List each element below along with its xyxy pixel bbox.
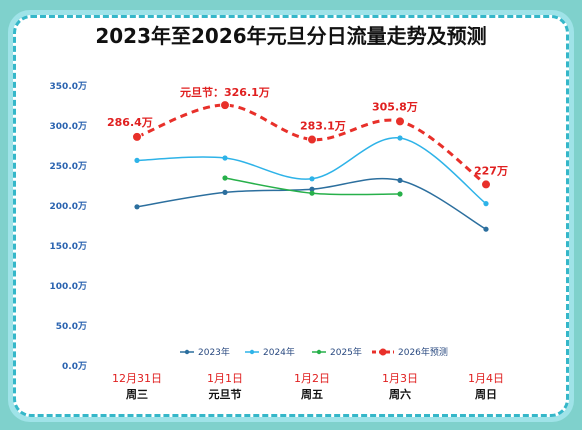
legend-marker	[249, 349, 255, 355]
y-tick-label: 350.0万	[50, 81, 87, 92]
data-point	[395, 116, 405, 127]
annotations: 286.4万 元旦节：326.1万 283.1万 305.8万 227万	[107, 85, 508, 177]
data-point	[397, 191, 403, 197]
data-point	[307, 134, 317, 145]
legend-label: 2023年	[198, 346, 230, 358]
data-point	[220, 100, 230, 111]
data-point	[397, 135, 403, 141]
data-label: 286.4万	[107, 116, 153, 129]
data-label: 305.8万	[372, 100, 418, 113]
chart-title: 2023年至2026年元旦分日流量走势及预测	[95, 24, 487, 48]
data-label: 元旦节：326.1万	[180, 85, 270, 99]
y-tick-label: 250.0万	[50, 161, 87, 172]
series-line-4	[136, 103, 487, 186]
data-point	[309, 186, 315, 192]
series-line-1	[136, 177, 487, 230]
x-tick-label: 12月31日	[112, 372, 162, 385]
y-tick-label: 200.0万	[50, 201, 87, 212]
y-tick-label: 50.0万	[56, 321, 87, 332]
x-tick-sublabel: 周五	[301, 388, 323, 401]
x-tick-sublabel: 元旦节	[209, 387, 242, 401]
data-point	[309, 176, 315, 182]
data-point	[483, 226, 489, 232]
x-tick-sublabel: 周三	[126, 388, 148, 401]
legend-label: 2025年	[330, 346, 362, 358]
data-point	[222, 175, 228, 181]
data-point	[222, 155, 228, 161]
y-tick-label: 300.0万	[50, 121, 87, 132]
y-tick-label: 150.0万	[50, 241, 87, 252]
data-point	[134, 157, 140, 163]
legend-marker	[379, 348, 387, 356]
data-point	[132, 131, 142, 142]
x-tick-label: 1月2日	[294, 372, 330, 385]
legend-label: 2026年预测	[398, 346, 448, 358]
y-tick-label: 0.0万	[62, 361, 87, 372]
legend-label: 2024年	[263, 346, 295, 358]
y-tick-label: 100.0万	[50, 281, 87, 292]
y-axis: 0.0万 50.0万 100.0万 150.0万 200.0万 250.0万 300.0万 3…	[50, 81, 87, 372]
x-tick-sublabel: 周六	[389, 387, 411, 401]
data-point	[222, 189, 228, 195]
x-tick-label: 1月4日	[468, 372, 504, 385]
data-point	[397, 177, 403, 183]
x-tick-label: 1月1日	[207, 372, 243, 385]
data-point	[309, 190, 315, 196]
legend-marker	[316, 349, 322, 355]
data-point	[483, 201, 489, 207]
series-lines	[132, 100, 491, 232]
x-tick-label: 1月3日	[382, 372, 418, 385]
data-label: 283.1万	[300, 120, 346, 133]
data-label: 227万	[474, 164, 508, 177]
legend-marker	[184, 349, 190, 355]
data-point	[134, 204, 140, 210]
legend: 2023年 2024年 2025年 2026年预测	[180, 346, 448, 358]
chart-panel	[13, 15, 569, 417]
data-point	[481, 179, 491, 190]
x-tick-sublabel: 周日	[475, 388, 497, 401]
